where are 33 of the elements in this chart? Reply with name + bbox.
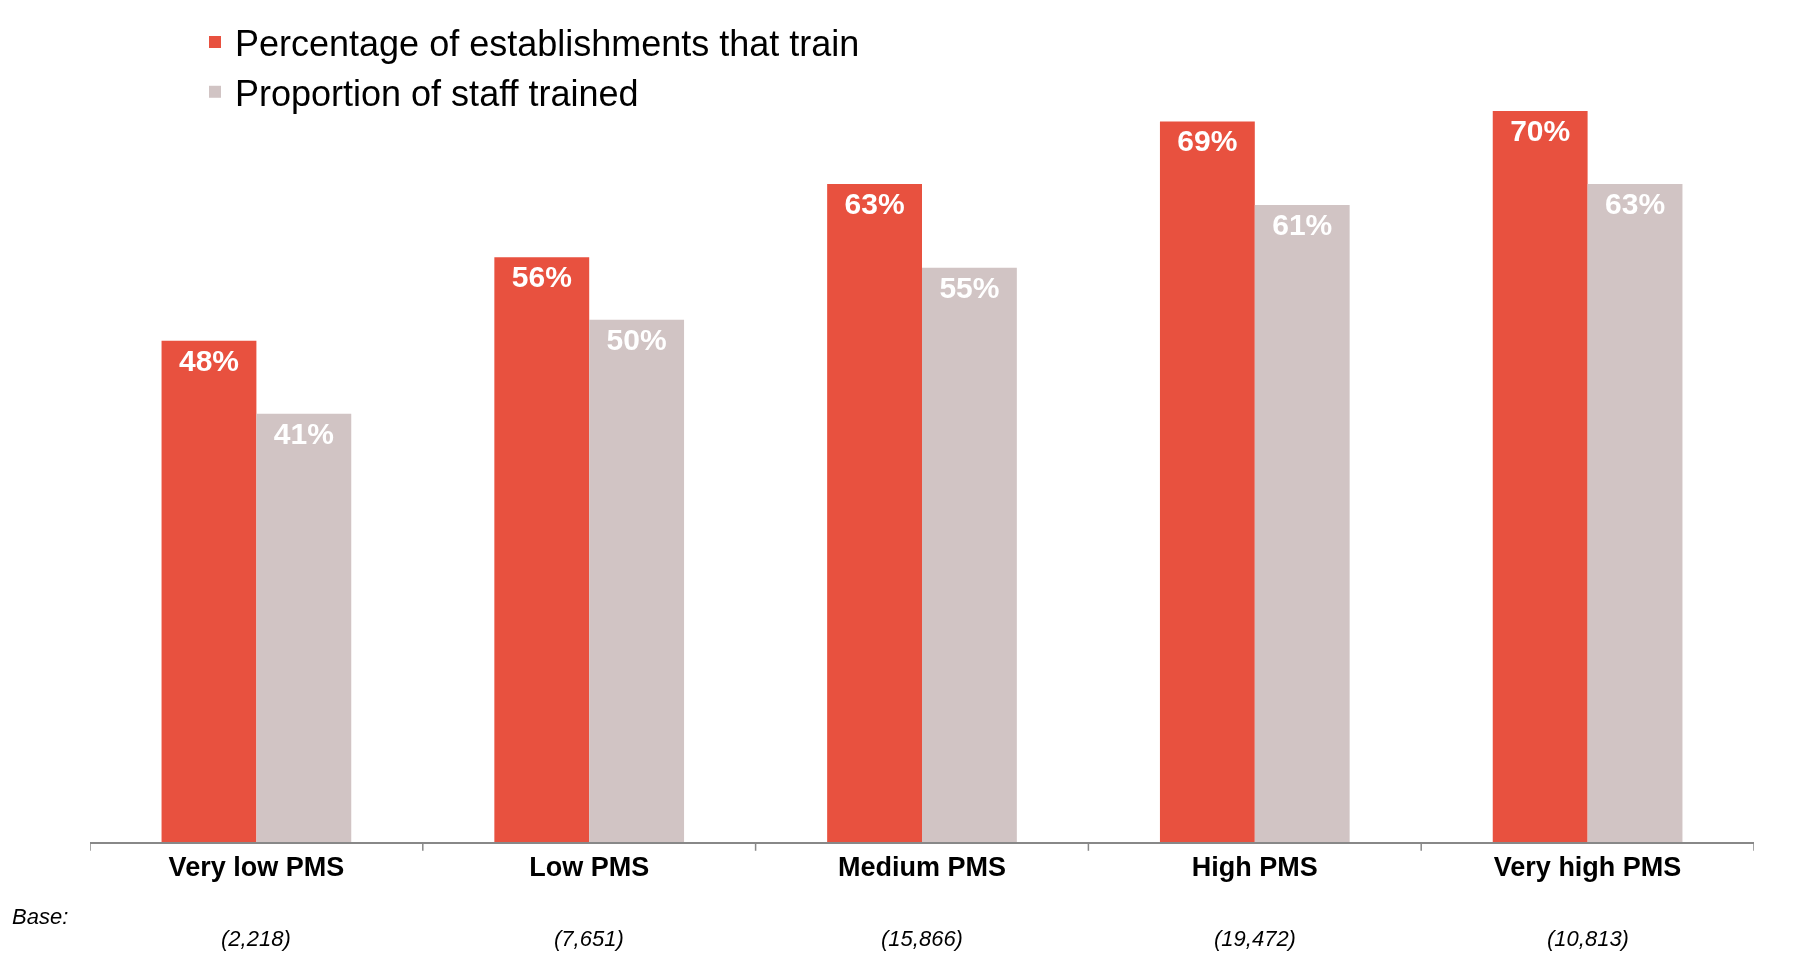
bar bbox=[494, 257, 590, 842]
data-label: 63% bbox=[1605, 187, 1666, 221]
x-tick-label: Very high PMS bbox=[1493, 852, 1682, 883]
data-label: 41% bbox=[273, 416, 334, 450]
text: (19,472) bbox=[1214, 926, 1296, 951]
x-tick-label: Medium PMS bbox=[837, 852, 1007, 883]
text: (10,813) bbox=[1547, 926, 1629, 951]
data-label: 70% bbox=[1510, 114, 1571, 147]
text: Base: bbox=[12, 904, 69, 929]
data-label: 48% bbox=[178, 343, 239, 377]
text: (2,218) bbox=[221, 926, 291, 951]
x-tick-label: High PMS bbox=[1191, 852, 1318, 883]
bar bbox=[589, 319, 685, 842]
text: (7,651) bbox=[554, 926, 624, 951]
text: (15,866) bbox=[881, 926, 963, 951]
legend-label: Percentage of establishments that train bbox=[235, 23, 860, 65]
bar bbox=[1159, 121, 1255, 842]
bar bbox=[1492, 111, 1588, 842]
data-label: 61% bbox=[1272, 207, 1333, 241]
data-label: 63% bbox=[844, 187, 905, 221]
data-label: 56% bbox=[511, 260, 572, 294]
data-label: 69% bbox=[1177, 124, 1238, 158]
bar bbox=[1254, 204, 1350, 842]
bar bbox=[922, 267, 1017, 842]
legend-label: Proportion of staff trained bbox=[235, 72, 639, 114]
data-label: 50% bbox=[606, 322, 667, 356]
data-label: 55% bbox=[939, 270, 1000, 304]
x-tick-label: Very low PMS bbox=[168, 852, 345, 883]
x-tick-label: Low PMS bbox=[529, 852, 650, 883]
bar bbox=[256, 413, 352, 842]
bar bbox=[827, 184, 922, 842]
bar bbox=[161, 340, 257, 842]
bar bbox=[1587, 184, 1683, 842]
